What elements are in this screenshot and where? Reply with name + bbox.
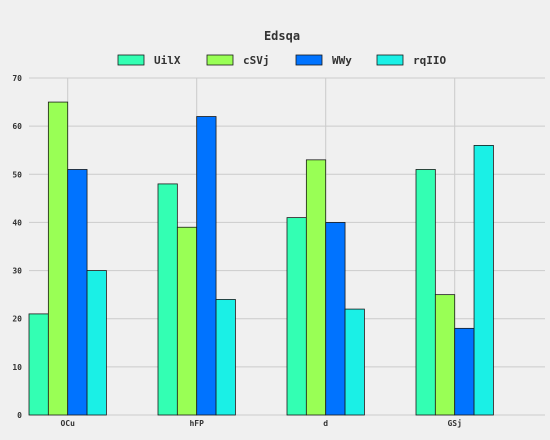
y-tick-label: 20 <box>12 315 22 324</box>
legend-swatch <box>296 55 322 65</box>
legend-label: WWy <box>332 54 352 67</box>
y-tick-label: 50 <box>12 170 22 179</box>
y-axis-ticks: 0 10 20 30 40 50 60 70 <box>12 74 22 420</box>
bar-cSVj-hFP <box>177 227 196 415</box>
y-tick-label: 30 <box>12 267 22 276</box>
chart-title: Edsqa <box>264 29 300 43</box>
legend: UilX cSVj WWy rqIIO <box>118 54 446 67</box>
bar-WWy-GSj <box>455 328 474 415</box>
y-tick-label: 60 <box>12 122 22 131</box>
bar-UilX-hFP <box>158 184 177 415</box>
bar-rqIIO-OCu <box>87 271 106 415</box>
y-tick-label: 10 <box>12 363 22 372</box>
bar-UilX-GSj <box>416 169 435 415</box>
bar-WWy-hFP <box>197 117 216 415</box>
bar-rqIIO-hFP <box>216 299 235 415</box>
bar-UilX-d <box>287 218 306 415</box>
y-tick-label: 0 <box>17 411 22 420</box>
x-tick-label: hFP <box>189 419 204 428</box>
legend-swatch <box>118 55 144 65</box>
legend-label: cSVj <box>243 54 270 67</box>
legend-label: UilX <box>154 54 181 67</box>
legend-swatch <box>207 55 233 65</box>
bar-rqIIO-GSj <box>474 145 493 415</box>
bar-UilX-OCu <box>29 314 48 415</box>
bar-cSVj-d <box>306 160 325 415</box>
legend-label: rqIIO <box>413 54 446 67</box>
x-tick-label: d <box>323 419 328 428</box>
y-tick-label: 70 <box>12 74 22 83</box>
x-tick-label: GSj <box>447 418 461 428</box>
bars <box>29 102 493 415</box>
bar-WWy-OCu <box>68 169 87 415</box>
x-tick-label: OCu <box>60 419 75 428</box>
y-tick-label: 40 <box>12 218 22 227</box>
x-axis-ticks: OCu hFP d GSj <box>60 418 461 428</box>
bar-WWy-d <box>326 222 345 415</box>
legend-swatch <box>377 55 403 65</box>
bar-cSVj-OCu <box>48 102 67 415</box>
bar-rqIIO-d <box>345 309 364 415</box>
bar-cSVj-GSj <box>435 295 454 415</box>
